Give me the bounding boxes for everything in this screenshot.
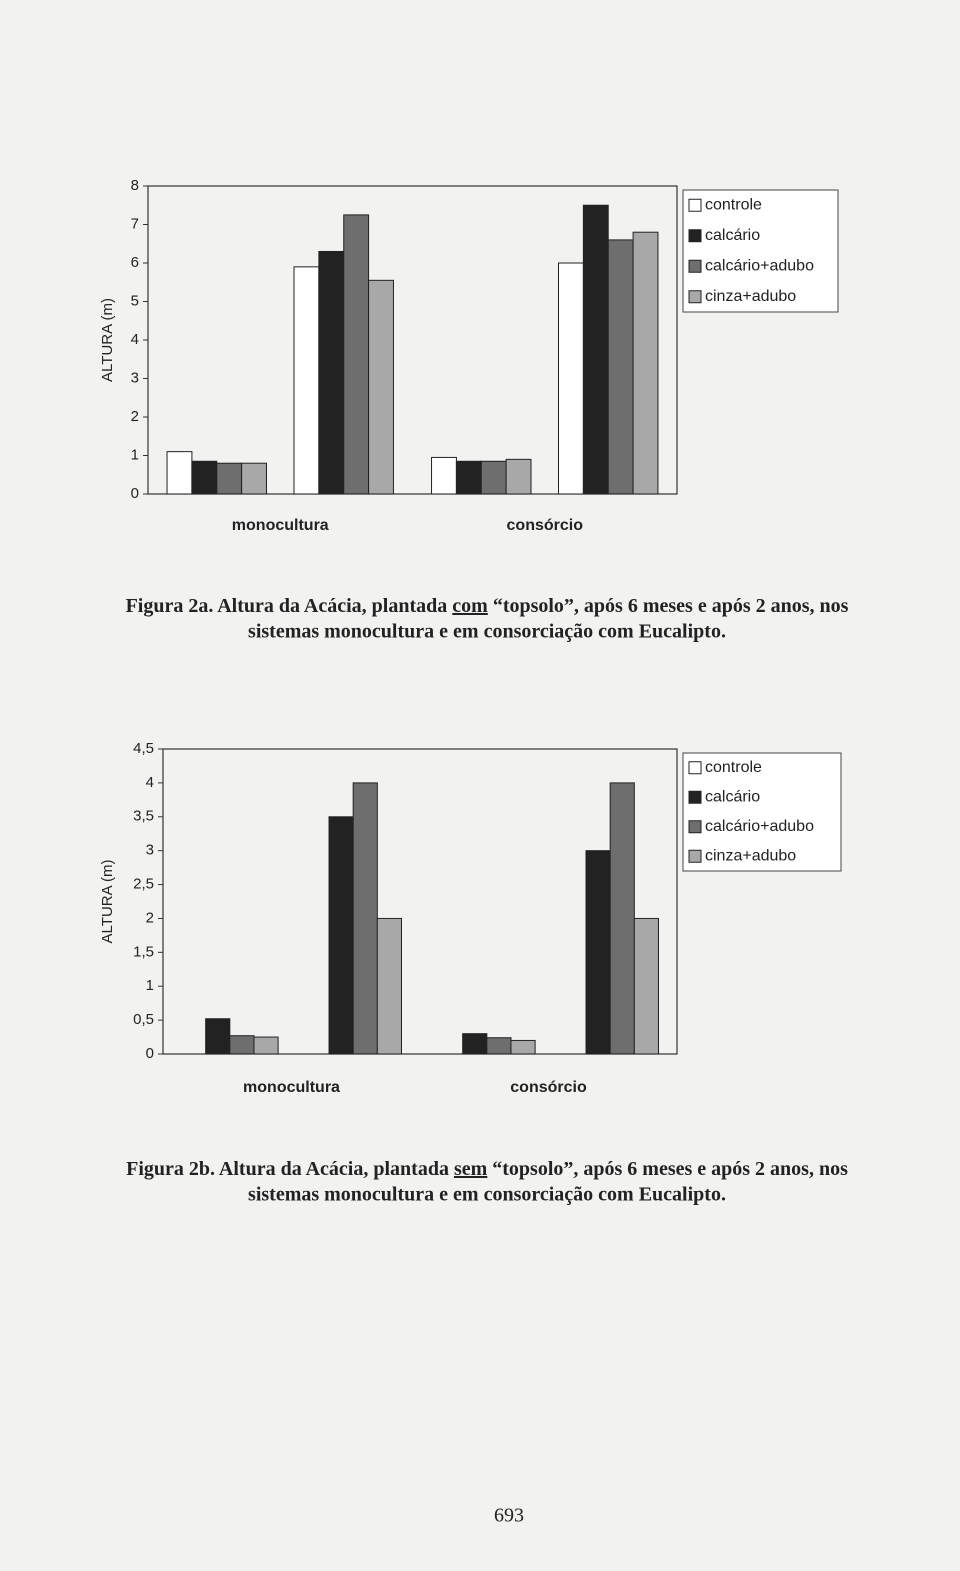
bar xyxy=(431,456,457,495)
x-category-label: monocultura xyxy=(232,517,329,534)
y-tick-label: 2 xyxy=(131,408,139,425)
caption-line: Figura 2a. Altura da Acácia, plantada co… xyxy=(126,595,849,617)
bar xyxy=(486,1037,512,1055)
plot-frame xyxy=(162,748,678,1055)
bar xyxy=(462,1033,488,1055)
legend-swatch xyxy=(688,198,702,212)
bar xyxy=(368,279,394,495)
page-number: 693 xyxy=(494,1505,524,1527)
y-tick-label: 5 xyxy=(131,292,139,309)
bar xyxy=(480,460,507,495)
caption-line: Figura 2b. Altura da Acácia, plantada se… xyxy=(126,1158,848,1180)
x-category-label: monocultura xyxy=(243,1079,340,1096)
legend-swatch xyxy=(688,229,702,243)
y-axis-title: ALTURA (m) xyxy=(99,860,116,944)
bar xyxy=(253,1036,279,1055)
x-category-label: consórcio xyxy=(510,1079,587,1096)
legend-label: cinza+adubo xyxy=(705,847,796,864)
y-tick-label: 1,5 xyxy=(133,943,154,960)
bar xyxy=(352,782,378,1055)
legend-swatch xyxy=(688,290,702,304)
y-axis-title: ALTURA (m) xyxy=(99,298,116,382)
legend-label: cinza+adubo xyxy=(705,288,796,305)
bar xyxy=(166,451,193,495)
y-tick-label: 1 xyxy=(146,977,154,994)
y-tick-label: 1 xyxy=(131,446,139,463)
bar xyxy=(318,250,345,495)
bar xyxy=(582,204,609,495)
legend-swatch xyxy=(688,849,702,863)
bar xyxy=(607,239,634,495)
caption-text: Figura 2a. Altura da Acácia, plantada xyxy=(126,595,453,617)
bar xyxy=(216,462,243,495)
bar xyxy=(205,1018,231,1055)
legend-box xyxy=(682,752,842,872)
caption-line: sistemas monocultura e em consorciação c… xyxy=(248,1184,726,1206)
y-tick-label: 4,5 xyxy=(133,740,154,757)
legend-label: calcário+adubo xyxy=(705,257,814,274)
y-tick-label: 4 xyxy=(131,331,139,348)
bar xyxy=(229,1035,255,1055)
bar xyxy=(609,782,635,1055)
y-tick-label: 0,5 xyxy=(133,1011,154,1028)
y-tick-label: 3 xyxy=(131,369,139,386)
legend-swatch xyxy=(688,761,702,775)
bar xyxy=(293,266,320,495)
caption-text: Figura 2b. Altura da Acácia, plantada xyxy=(126,1158,454,1180)
bar xyxy=(558,262,584,495)
bar xyxy=(241,462,267,495)
legend-label: calcário xyxy=(705,788,760,805)
legend-swatch xyxy=(688,259,702,273)
legend-swatch xyxy=(688,790,702,804)
bar xyxy=(585,850,611,1055)
y-tick-label: 3 xyxy=(146,842,154,859)
y-tick-label: 0 xyxy=(146,1045,154,1062)
x-category-label: consórcio xyxy=(507,517,584,534)
legend-box xyxy=(682,189,839,313)
caption-text: “topsolo”, após 6 meses e após 2 anos, n… xyxy=(488,595,849,617)
y-tick-label: 0 xyxy=(131,485,139,502)
caption-line: sistemas monocultura e em consorciação c… xyxy=(248,621,726,643)
bar xyxy=(632,231,659,495)
legend-swatch xyxy=(688,820,702,834)
y-tick-label: 8 xyxy=(131,177,139,194)
bar xyxy=(191,460,218,495)
y-tick-label: 6 xyxy=(131,254,139,271)
y-tick-label: 3,5 xyxy=(133,808,154,825)
caption-text: “topsolo”, após 6 meses e após 2 anos, n… xyxy=(487,1158,848,1180)
legend-label: calcário xyxy=(705,227,760,244)
caption-underlined: sem xyxy=(454,1158,488,1180)
legend-label: controle xyxy=(705,759,762,776)
y-tick-label: 7 xyxy=(131,215,139,232)
bar xyxy=(343,214,370,495)
bar xyxy=(376,917,402,1055)
bar xyxy=(633,917,659,1055)
legend-label: calcário+adubo xyxy=(705,818,814,835)
bar xyxy=(455,460,482,495)
y-tick-label: 4 xyxy=(146,774,154,791)
y-tick-label: 2 xyxy=(146,909,154,926)
bar xyxy=(505,458,532,495)
bar xyxy=(510,1039,536,1055)
y-tick-label: 2,5 xyxy=(133,876,154,893)
caption-underlined: com xyxy=(452,595,488,617)
bar xyxy=(328,816,354,1055)
legend-label: controle xyxy=(705,196,762,213)
